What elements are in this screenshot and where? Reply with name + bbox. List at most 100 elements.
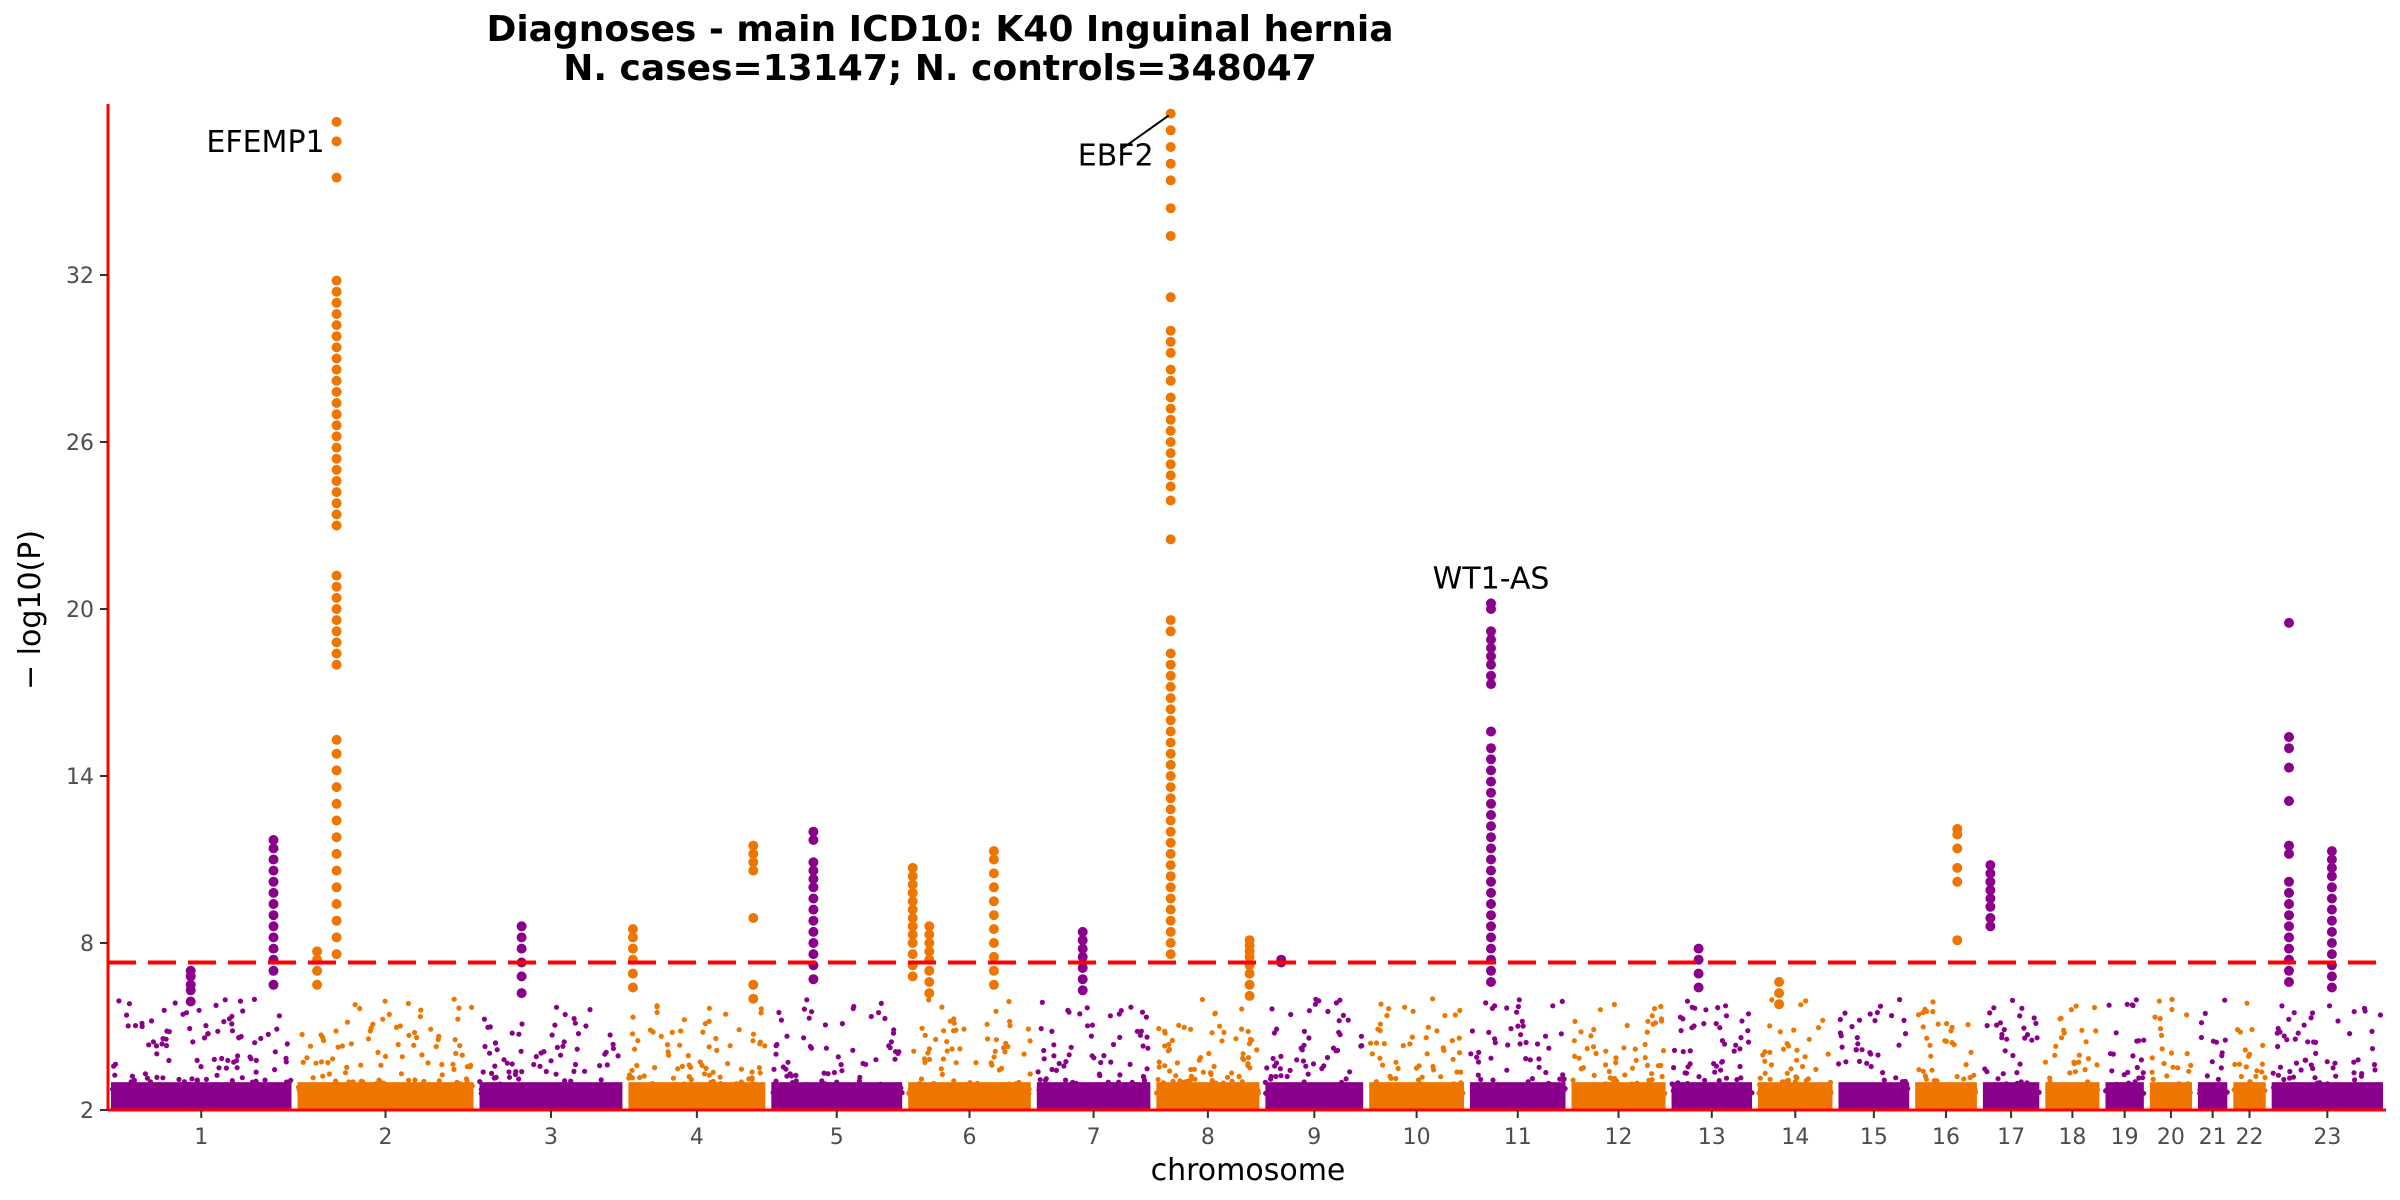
background-point — [2045, 1086, 2051, 1092]
peak-point-chr5 — [808, 857, 819, 868]
background-point — [1926, 1084, 1932, 1090]
background-point — [1716, 1078, 1722, 1084]
background-point — [681, 1089, 687, 1095]
background-point — [882, 1015, 888, 1022]
background-point — [1141, 1077, 1148, 1084]
background-point — [1794, 1057, 1800, 1063]
background-point — [2351, 1059, 2357, 1065]
background-point — [1066, 1052, 1072, 1058]
background-point — [1749, 1090, 1755, 1096]
peak-point-chr4 — [627, 924, 638, 935]
background-point — [1308, 1084, 1314, 1090]
background-point — [1662, 1090, 1668, 1096]
background-point — [1450, 1081, 1457, 1087]
background-point — [1659, 1073, 1665, 1080]
background-point — [274, 1026, 280, 1032]
background-point — [240, 1085, 246, 1091]
background-point — [657, 1089, 664, 1095]
background-point — [481, 1016, 487, 1022]
peak-point-chr8 — [1165, 292, 1176, 303]
chart-title-line2: N. cases=13147; N. controls=348047 — [563, 48, 1317, 89]
background-point — [1117, 1072, 1123, 1078]
peak-point-chr23 — [2284, 796, 2294, 806]
background-point — [2188, 1062, 2194, 1068]
background-point — [2347, 1031, 2353, 1037]
background-point — [1100, 1082, 1107, 1088]
peak-point-chr1 — [268, 932, 279, 943]
background-point — [553, 1004, 560, 1010]
background-point — [2369, 1028, 2375, 1034]
background-point — [2262, 1074, 2268, 1081]
peak-point-chr2 — [331, 832, 342, 843]
background-point — [2175, 1065, 2181, 1071]
background-point — [607, 1032, 613, 1038]
background-point — [789, 1080, 796, 1086]
background-point — [1737, 1063, 1743, 1070]
background-point — [1880, 1070, 1886, 1076]
x-tick-label-chr5: 5 — [830, 1125, 844, 1150]
peak-point-chr8 — [1165, 681, 1176, 692]
background-point — [166, 1057, 172, 1064]
background-point — [541, 1049, 547, 1055]
background-point — [1689, 1004, 1695, 1010]
background-point — [1769, 997, 1775, 1003]
background-point — [2224, 1089, 2230, 1095]
background-point — [2169, 1006, 2175, 1013]
peak-point-chr6 — [924, 988, 935, 999]
peak-point-chr17 — [1985, 868, 1996, 879]
background-point — [1899, 1090, 1905, 1096]
peak-point-chr8 — [1165, 364, 1176, 375]
background-point — [2009, 1085, 2015, 1092]
background-point — [1872, 1018, 1878, 1024]
background-point — [1439, 1090, 1445, 1096]
background-point — [1170, 1078, 1176, 1084]
background-point — [148, 1018, 155, 1024]
background-point — [183, 1089, 189, 1095]
peak-point-chr6 — [924, 921, 935, 932]
background-point — [248, 1082, 254, 1088]
background-point — [1656, 1090, 1662, 1096]
background-point — [1927, 1042, 1933, 1048]
background-point — [1325, 1008, 1331, 1015]
background-point — [1049, 1066, 1055, 1073]
background-point — [944, 1048, 950, 1054]
peak-point-chr2 — [331, 353, 342, 364]
background-point — [125, 1090, 132, 1096]
background-point — [1051, 1083, 1057, 1089]
peak-point-chr5 — [808, 882, 819, 893]
background-point — [560, 1043, 566, 1049]
background-point — [1696, 1074, 1702, 1080]
background-point — [632, 1046, 638, 1052]
background-point — [749, 1069, 755, 1075]
background-point — [348, 1041, 354, 1047]
background-point — [1077, 1011, 1083, 1017]
background-point — [2019, 1005, 2025, 1011]
peak-point-chr11 — [1486, 604, 1496, 614]
background-point — [229, 1013, 235, 1019]
background-point — [1649, 1013, 1655, 1019]
background-point — [326, 1071, 332, 1077]
background-point — [732, 1085, 739, 1091]
background-point — [489, 1070, 495, 1076]
background-point — [268, 1088, 274, 1094]
background-point — [2326, 1090, 2332, 1096]
background-point — [1219, 1038, 1225, 1044]
background-point — [784, 1033, 790, 1039]
background-point — [463, 1076, 469, 1082]
peak-point-chr8 — [1165, 882, 1176, 893]
background-point — [1760, 1052, 1766, 1058]
peak-point-chr23 — [2326, 938, 2337, 948]
background-point — [130, 1090, 136, 1096]
peak-point-chr2 — [331, 431, 342, 442]
background-point — [1916, 1067, 1922, 1073]
background-point — [1156, 1026, 1162, 1032]
background-point — [1116, 1079, 1122, 1085]
peak-point-chr11 — [1486, 832, 1496, 843]
peak-point-chr8 — [1165, 938, 1176, 948]
background-point — [1160, 1080, 1166, 1086]
background-point — [386, 1090, 392, 1096]
background-point — [690, 1089, 697, 1095]
background-point — [967, 1080, 973, 1086]
background-point — [1636, 1090, 1642, 1096]
annotation-leader-line — [1120, 114, 1170, 151]
